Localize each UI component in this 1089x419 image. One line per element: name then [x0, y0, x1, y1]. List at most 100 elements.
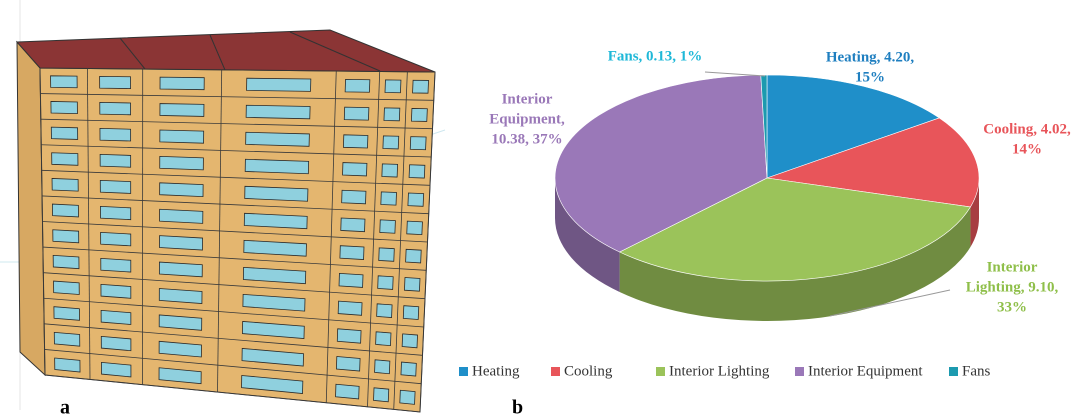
window [160, 156, 204, 169]
data-label: 10.38, 37% [491, 131, 562, 147]
window [160, 209, 203, 223]
data-label: Lighting, 9.10, [966, 279, 1059, 295]
window [407, 221, 423, 234]
window [159, 262, 202, 277]
window [402, 334, 417, 348]
legend-label: Cooling [564, 363, 613, 379]
legend-swatch [795, 367, 804, 376]
window [245, 186, 308, 201]
window [376, 332, 391, 346]
data-label: Interior [502, 91, 553, 107]
window [374, 388, 389, 402]
legend-label: Fans [962, 363, 991, 379]
window [53, 230, 79, 243]
window [411, 108, 427, 121]
window [377, 304, 392, 318]
legend-label: Heating [472, 363, 520, 379]
window [338, 301, 362, 315]
window [55, 358, 80, 372]
data-label: Fans, 0.13, 1% [608, 48, 703, 64]
window [101, 362, 131, 377]
window [384, 108, 400, 121]
panel-label: a [60, 397, 70, 419]
window [385, 80, 401, 93]
window [400, 390, 415, 404]
window [343, 135, 367, 148]
window [53, 255, 79, 268]
window [378, 276, 393, 290]
window [52, 178, 78, 191]
window [100, 180, 130, 193]
window [341, 218, 365, 232]
window [406, 249, 422, 263]
window [337, 329, 361, 343]
window [246, 132, 310, 146]
legend-label: Interior Equipment [808, 363, 923, 379]
page: {"panel_labels": ["a", "b"], "chart_data… [0, 0, 1089, 419]
window [336, 384, 360, 399]
data-label: Heating, 4.20, [826, 49, 915, 65]
window [345, 79, 370, 92]
window [51, 76, 78, 88]
building-roof [17, 30, 435, 72]
legend-swatch [551, 367, 560, 376]
window [343, 163, 367, 176]
window [160, 104, 204, 117]
legend-swatch [949, 367, 958, 376]
window [51, 101, 78, 113]
data-label: Interior [987, 259, 1038, 275]
window [382, 164, 398, 177]
window [159, 236, 202, 250]
legend: Heating Cooling Interior Lighting Interior … [459, 363, 991, 379]
window [54, 281, 80, 294]
window [340, 246, 364, 260]
window [247, 78, 311, 91]
window [100, 128, 131, 141]
window [101, 284, 131, 298]
window [409, 165, 425, 178]
pie-chart: Heating, 4.20,15%Cooling, 4.02,14%Interi… [489, 48, 1071, 321]
building-model [0, 0, 445, 412]
window [54, 332, 80, 346]
window [100, 102, 131, 114]
window [160, 130, 204, 143]
window [54, 307, 80, 321]
window [100, 154, 131, 167]
window [379, 248, 395, 261]
window [403, 306, 418, 320]
window [404, 278, 420, 292]
window [101, 310, 131, 324]
data-label: 14% [1012, 141, 1042, 157]
window [101, 258, 131, 272]
data-label: Equipment, [489, 111, 565, 127]
window [380, 220, 396, 233]
window [100, 76, 131, 88]
figure: a b Heating, 4.20,15%Cooling, 4.02,14%In… [0, 0, 1089, 419]
window [344, 107, 369, 120]
window [410, 137, 426, 150]
window [160, 183, 203, 197]
window [101, 336, 131, 350]
leader-line [705, 72, 765, 76]
window [101, 232, 131, 245]
window [342, 190, 366, 204]
legend-swatch [656, 367, 665, 376]
data-label: Cooling, 4.02, [983, 121, 1071, 137]
window [51, 127, 77, 139]
window [100, 206, 130, 219]
window [246, 105, 310, 119]
window [383, 136, 399, 149]
window [52, 204, 78, 217]
window [336, 357, 360, 372]
window [401, 362, 416, 376]
window [245, 159, 308, 173]
data-label: 33% [997, 299, 1027, 315]
window [339, 273, 363, 287]
panel-label: b [512, 397, 523, 419]
window [52, 153, 78, 166]
window [160, 77, 204, 90]
window [381, 192, 397, 205]
legend-swatch [459, 367, 468, 376]
legend-label: Interior Lighting [669, 363, 770, 379]
window [413, 80, 429, 93]
